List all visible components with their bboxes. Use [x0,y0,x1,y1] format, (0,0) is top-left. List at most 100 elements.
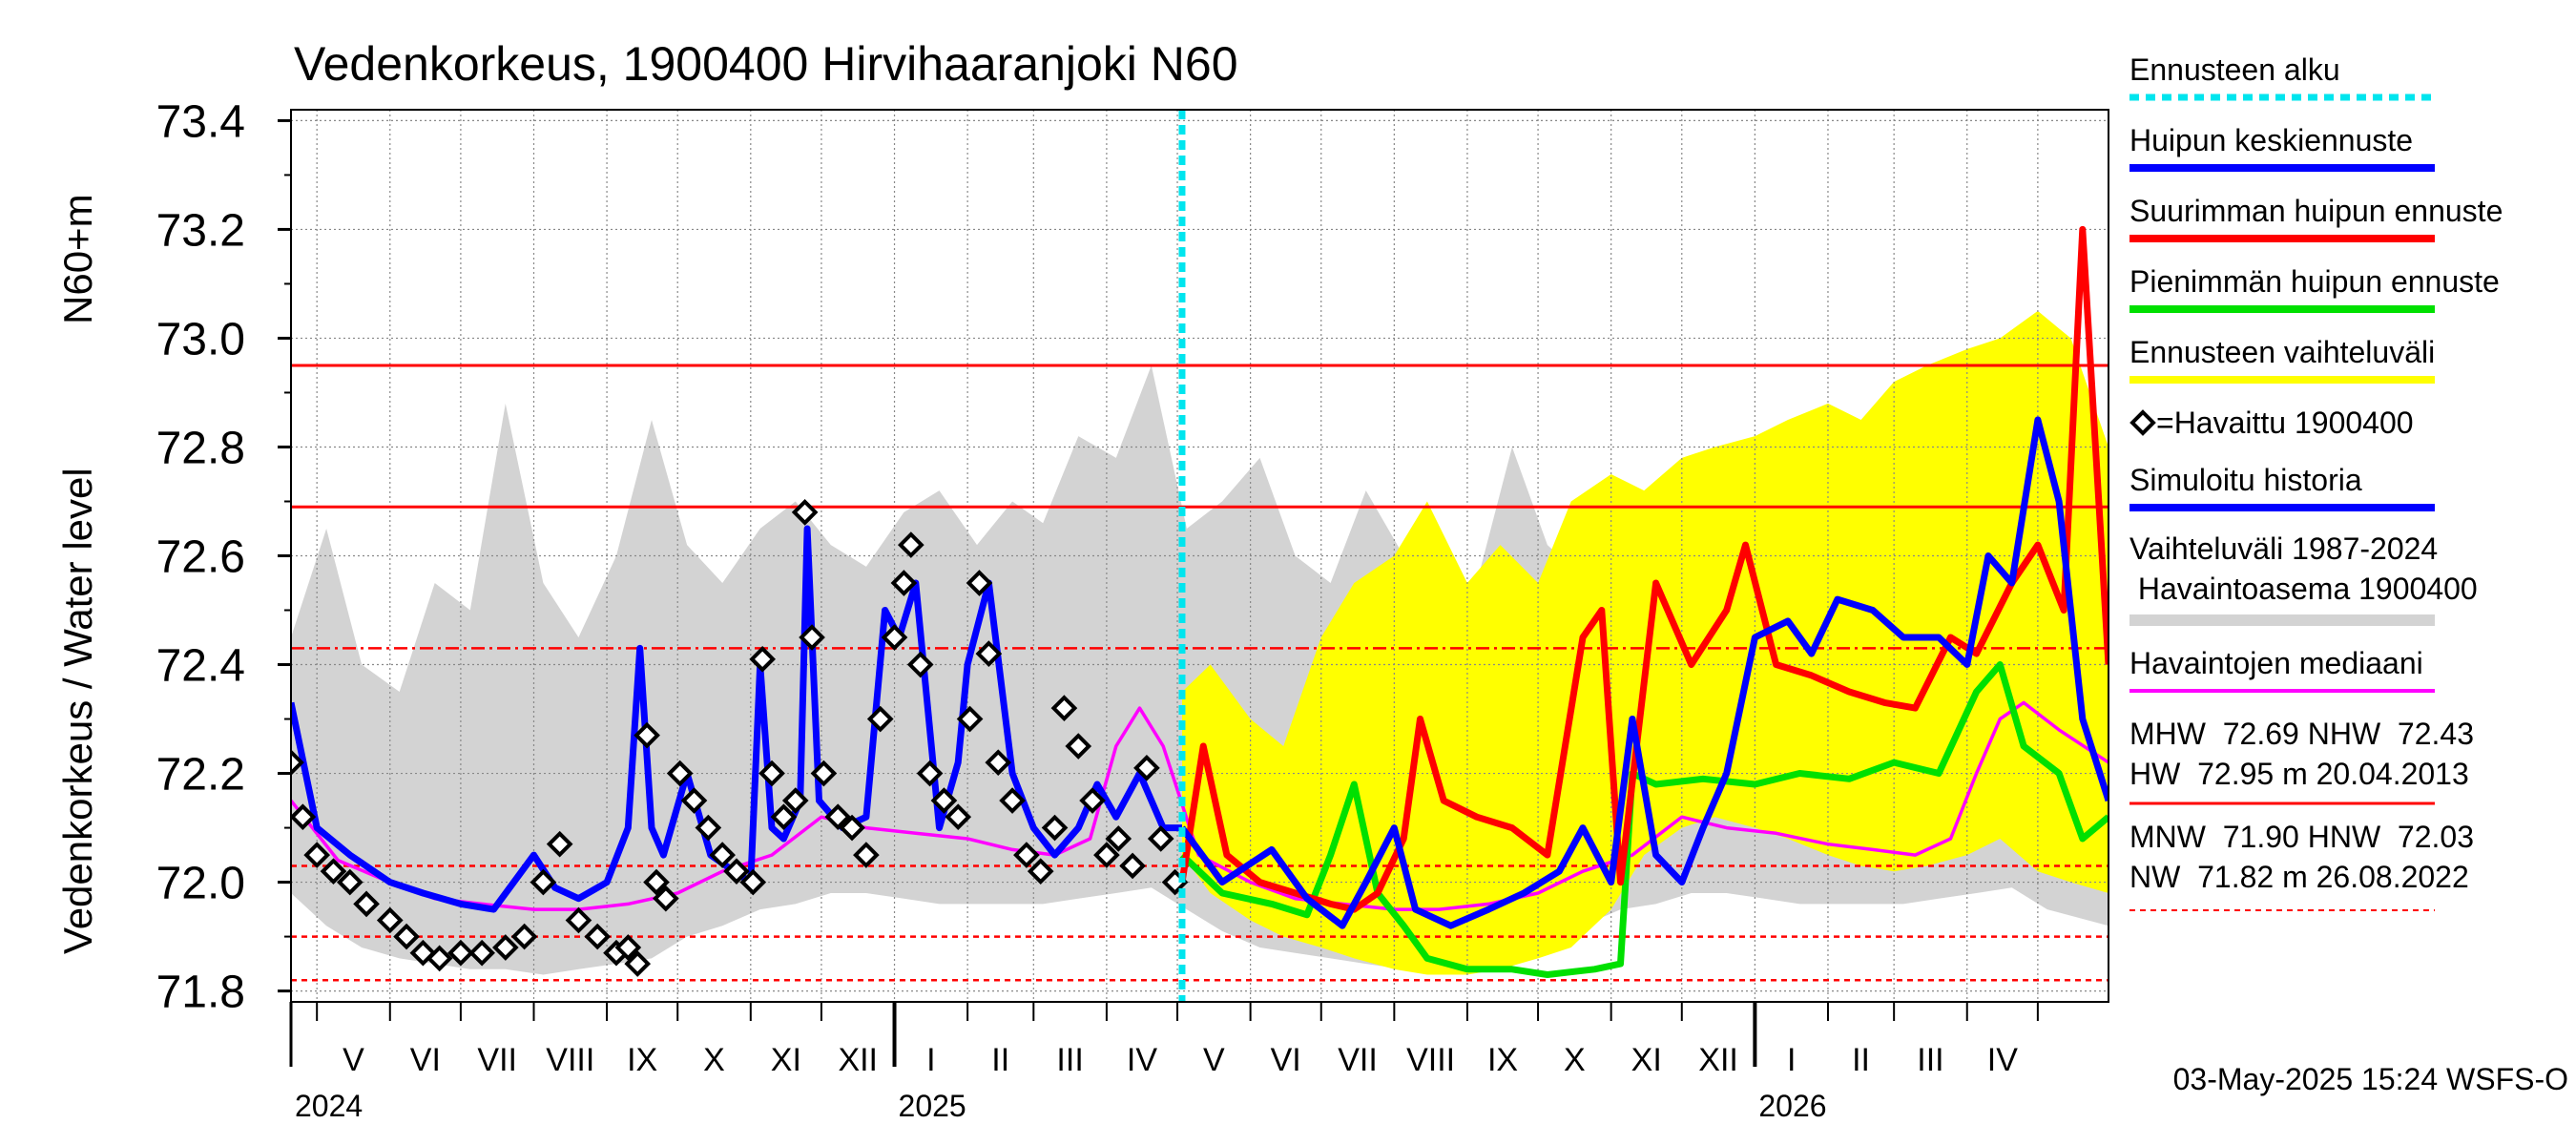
year-label: 2024 [295,1089,363,1123]
observed-point [999,787,1026,814]
statistics-block: MHW 72.69 NHW 72.43 HW 72.95 m 20.04.201… [2129,717,2474,911]
legend-label-mean-peak: Huipun keskiennuste [2129,123,2413,157]
y-tick-label: 72.2 [156,750,245,801]
observed-point [447,939,474,967]
observed-point [666,760,694,787]
observed-point [709,842,736,868]
legend-item-observed: =Havaittu 1900400 [2129,406,2414,440]
observed-point [680,787,708,814]
month-label: III [1917,1042,1943,1078]
observed-point [1093,842,1120,868]
forecast-range-band [1182,310,2109,975]
observed-point [492,934,519,961]
legend-swatch-observed [2129,409,2156,436]
legend-label-median: Havaintojen mediaani [2129,646,2423,680]
month-label: II [991,1042,1009,1078]
plot-area [290,109,2109,1003]
y-tick-label: 72.0 [156,859,245,909]
legend-label-min-peak: Pienimmän huipun ennuste [2129,264,2500,299]
legend-item-max-peak: Suurimman huipun ennuste [2129,194,2503,242]
observed-point [930,787,958,814]
observed-point [916,760,944,787]
stats-hw: HW 72.95 m 20.04.2013 [2129,757,2469,791]
month-label: I [926,1042,935,1078]
observed-point [881,624,908,651]
month-label: VIII [546,1042,594,1078]
observed-point [1050,695,1078,721]
observed-point [890,570,918,596]
stats-mhw-nhw: MHW 72.69 NHW 72.43 [2129,717,2474,751]
legend-item-median: Havaintojen mediaani [2129,646,2435,693]
observed-point [985,749,1012,776]
observed-point [291,749,304,776]
observed-point [546,830,573,858]
observed-point [291,803,317,830]
legend: Ennusteen alku Huipun keskiennuste Suuri… [2129,52,2503,693]
legend-item-mean-peak: Huipun keskiennuste [2129,123,2435,172]
observed-point [791,499,819,526]
month-label: VI [1271,1042,1301,1078]
observed-point [906,651,934,678]
legend-item-min-peak: Pienimmän huipun ennuste [2129,264,2500,313]
month-label: X [703,1042,725,1078]
y-tick-label: 73.2 [156,205,245,256]
legend-label-forecast-range: Ennusteen vaihteluväli [2129,335,2435,369]
month-label: XI [1631,1042,1662,1078]
observed-point [866,705,894,733]
observed-point [468,939,495,967]
observed-point [376,906,404,934]
legend-label-forecast-start: Ennusteen alku [2129,52,2340,87]
year-label: 2026 [1758,1089,1826,1123]
observed-point [956,705,984,733]
month-label: IV [1127,1042,1157,1078]
observed-point [1013,842,1040,868]
y-tick-label: 72.6 [156,532,245,583]
y-tick-label: 73.4 [156,96,245,147]
observed-point [353,890,380,918]
month-label: XII [1698,1042,1738,1078]
observed-point [853,842,880,868]
observed-point [1133,755,1160,781]
observed-point [393,923,420,950]
observed-point [966,570,993,596]
year-label: 2025 [899,1089,966,1123]
month-label: VI [410,1042,441,1078]
series-line-huipun-keskiennuste [1179,416,2109,929]
legend-item-history-range: Vaihteluväli 1987-2024 Havaintoasema 190… [2129,531,2478,626]
observed-point [739,868,767,896]
month-label: XII [838,1042,878,1078]
observed-point [1147,825,1174,852]
observed-point [799,624,825,651]
observed-point [634,721,660,749]
stats-mnw-hnw: MNW 71.90 HNW 72.03 [2129,820,2474,854]
observed-point [584,923,612,950]
series-line-simuloitu-historia [291,525,1182,913]
series-line-pienimm-n-huipun-ennuste [1179,661,2109,978]
month-label: IV [1987,1042,2018,1078]
month-label: IX [627,1042,657,1078]
observed-point [810,760,838,787]
month-label: I [1787,1042,1796,1078]
x-axis: V VI VII VIII IX X XI XII I II III IV V VI VII VIII IX X X… [289,1002,2039,1123]
observed-point [409,939,437,967]
observed-point [758,760,785,787]
y-tick-label: 72.4 [156,641,245,692]
observed-point [770,803,798,830]
month-label: II [1852,1042,1870,1078]
y-tick-label: 71.8 [156,968,245,1018]
legend-label-history-range: Vaihteluväli 1987-2024 [2129,531,2438,566]
legend-label-observed: =Havaittu 1900400 [2156,406,2414,440]
observed-point [426,945,453,972]
observed-point [1065,733,1092,760]
observed-point [303,842,331,868]
y-axis-label: Vedenkorkeus / Water level [55,468,100,954]
month-label: III [1056,1042,1083,1078]
y-tick-label: 73.0 [156,314,245,364]
observed-point [624,950,652,977]
observed-point [839,814,865,842]
observed-point [945,803,972,830]
month-label: VII [477,1042,517,1078]
month-label: IX [1487,1042,1518,1078]
legend-label-max-peak: Suurimman huipun ennuste [2129,194,2503,228]
chart-title: Vedenkorkeus, 1900400 Hirvihaaranjoki N6… [294,37,1238,91]
